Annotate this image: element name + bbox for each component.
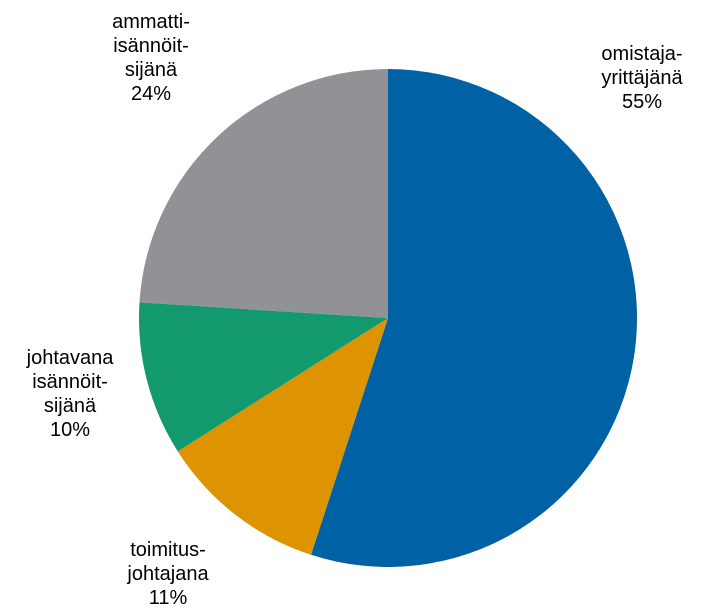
pie-slice-2 [138, 302, 388, 452]
slice-label-2: johtavana isännöit-sijänä 10% [26, 347, 115, 441]
slice-name-line: omistaja- [601, 43, 682, 65]
pie-slice-0 [311, 69, 638, 567]
pie-slice-1 [177, 318, 388, 555]
slice-label-3: ammatti-isännöit-sijänä 24% [112, 11, 190, 105]
pie-slices [138, 69, 638, 567]
slice-name-line: johtavana [26, 347, 115, 369]
slice-value-label: 10% [50, 419, 90, 441]
slice-name-line: isännöit- [32, 371, 108, 393]
pie-labels: omistaja-yrittäjänä 55% toimitus-johtajana… [26, 11, 684, 609]
slice-name-line: sijänä [125, 59, 178, 81]
slice-name-line: toimitus- [130, 539, 206, 561]
slice-name-line: sijänä [44, 395, 97, 417]
slice-name-line: isännöit- [113, 35, 189, 57]
slice-name-line: ammatti- [112, 11, 190, 33]
slice-label-1: toimitus-johtajana 11% [126, 539, 209, 609]
slice-label-0: omistaja-yrittäjänä 55% [601, 43, 683, 113]
slice-value-label: 24% [131, 83, 171, 105]
slice-value-label: 55% [622, 91, 662, 113]
pie-slice-3 [139, 69, 388, 318]
slice-value-label: 11% [149, 587, 188, 609]
slice-name-line: johtajana [126, 563, 209, 585]
slice-name-line: yrittäjänä [601, 67, 683, 89]
